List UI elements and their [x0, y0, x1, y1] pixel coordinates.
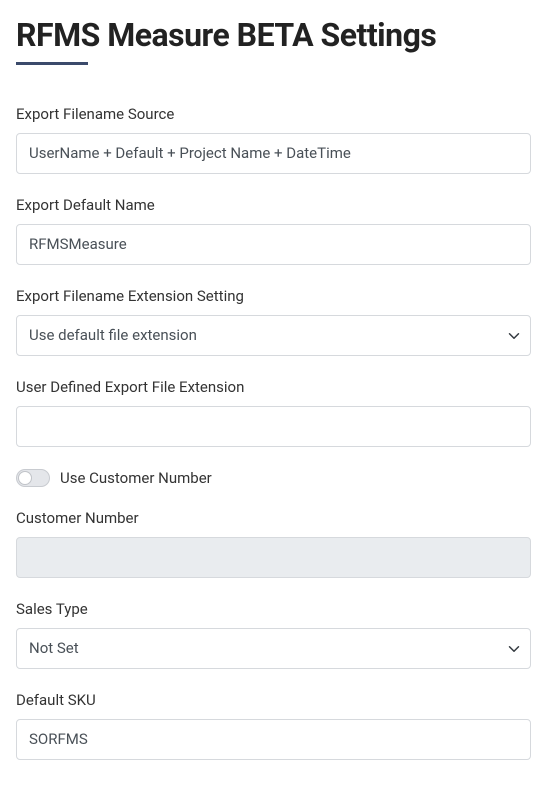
export-filename-ext-setting-group: Export Filename Extension Setting Use de…: [16, 287, 531, 356]
default-sku-group: Default SKU: [16, 691, 531, 760]
user-defined-ext-input[interactable]: [16, 406, 531, 447]
customer-number-input: [16, 537, 531, 578]
export-filename-source-group: Export Filename Source: [16, 105, 531, 174]
use-customer-number-label: Use Customer Number: [60, 469, 212, 487]
title-underline: [16, 62, 88, 65]
default-sku-label: Default SKU: [16, 691, 531, 709]
toggle-knob: [18, 471, 32, 485]
user-defined-ext-label: User Defined Export File Extension: [16, 378, 531, 396]
default-sku-input[interactable]: [16, 719, 531, 760]
sales-type-group: Sales Type Not Set: [16, 600, 531, 669]
export-filename-ext-setting-select[interactable]: Use default file extension: [16, 315, 531, 356]
page-title: RFMS Measure BETA Settings: [16, 16, 531, 54]
customer-number-label: Customer Number: [16, 509, 531, 527]
export-filename-source-input[interactable]: [16, 133, 531, 174]
sales-type-select[interactable]: Not Set: [16, 628, 531, 669]
use-customer-number-toggle[interactable]: [16, 469, 50, 487]
export-filename-source-label: Export Filename Source: [16, 105, 531, 123]
export-default-name-group: Export Default Name: [16, 196, 531, 265]
customer-number-group: Customer Number: [16, 509, 531, 578]
export-filename-ext-setting-label: Export Filename Extension Setting: [16, 287, 531, 305]
export-default-name-label: Export Default Name: [16, 196, 531, 214]
use-customer-number-row: Use Customer Number: [16, 469, 531, 487]
user-defined-ext-group: User Defined Export File Extension: [16, 378, 531, 447]
sales-type-label: Sales Type: [16, 600, 531, 618]
export-default-name-input[interactable]: [16, 224, 531, 265]
